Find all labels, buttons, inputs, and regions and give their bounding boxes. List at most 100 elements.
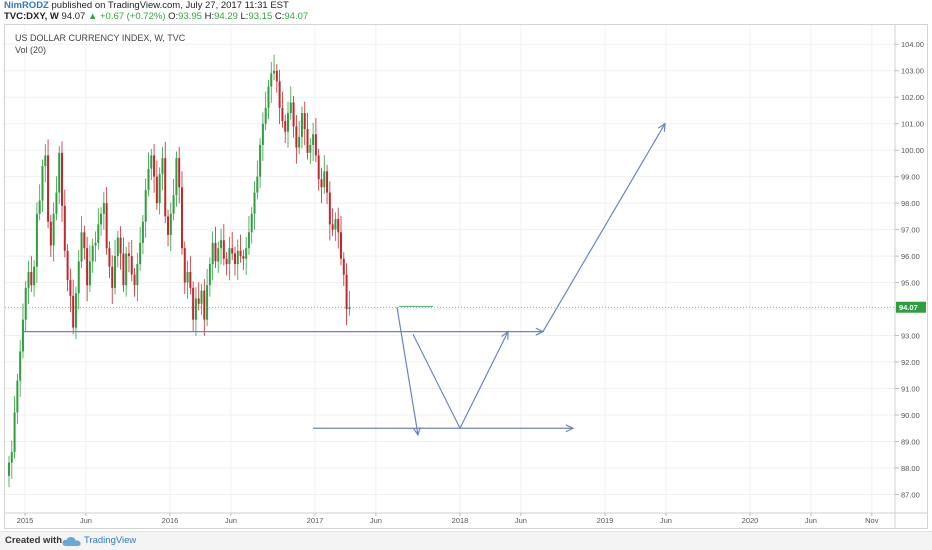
candle-body <box>298 136 301 148</box>
candle-body <box>72 295 75 328</box>
x-tick-label: 2019 <box>597 516 614 525</box>
candle-body <box>172 195 175 214</box>
candle-body <box>108 248 111 267</box>
x-tick-label: 2015 <box>17 516 34 525</box>
candle-body <box>326 171 329 193</box>
candle-body <box>116 237 119 257</box>
candle-body <box>21 319 24 352</box>
candle-body <box>169 213 172 235</box>
candle-body <box>300 113 303 137</box>
candles <box>8 54 351 488</box>
y-tick-label: 97.00 <box>901 226 920 235</box>
price-chart[interactable]: 87.0088.0089.0090.0091.0092.0093.0094.00… <box>5 25 927 528</box>
chart-frame[interactable]: 87.0088.0089.0090.0091.0092.0093.0094.00… <box>4 24 928 529</box>
x-tick-label: 2020 <box>742 516 759 525</box>
chart-title: US DOLLAR CURRENCY INDEX, W, TVC <box>15 33 186 43</box>
candle-body <box>178 158 181 188</box>
candle-body <box>289 102 292 114</box>
candle-body <box>139 242 142 265</box>
last-price: 94.07 <box>61 11 86 22</box>
x-tick-label: Jun <box>660 516 672 525</box>
candle-body <box>164 158 167 217</box>
candle-body <box>278 81 281 108</box>
y-tick-label: 88.00 <box>901 464 920 473</box>
candle-body <box>44 155 47 167</box>
x-tick-label: Jun <box>80 516 92 525</box>
y-tick-label: 93.00 <box>901 332 920 341</box>
tradingview-brand[interactable]: TradingView <box>84 535 137 546</box>
y-tick-label: 100.00 <box>901 146 924 155</box>
candle-body <box>58 152 61 193</box>
candle-body <box>236 250 239 265</box>
candle-body <box>30 272 33 286</box>
y-tick-label: 99.00 <box>901 173 920 182</box>
candle-body <box>69 279 72 296</box>
candle-body <box>328 192 331 225</box>
candle-body <box>295 126 298 148</box>
candle-body <box>303 113 306 129</box>
author-name[interactable]: NimRODZ <box>4 0 49 11</box>
candle-body <box>273 70 276 74</box>
low-label: L: <box>240 11 249 22</box>
y-axis: 87.0088.0089.0090.0091.0092.0093.0094.00… <box>894 25 924 528</box>
x-tick-label: 2018 <box>452 516 469 525</box>
target-arrow <box>542 123 666 332</box>
candle-body <box>10 452 13 463</box>
candle-body <box>208 264 211 286</box>
lower-support-line-head <box>565 424 575 433</box>
candle-body <box>309 144 312 153</box>
candle-body <box>16 380 19 413</box>
y-tick-label: 90.00 <box>901 411 920 420</box>
candle-body <box>281 107 284 122</box>
candle-body <box>52 213 55 246</box>
candle-body <box>102 203 105 214</box>
volume-indicator-label[interactable]: Vol (20) <box>15 45 47 55</box>
candle-body <box>35 213 38 267</box>
candle-body <box>133 274 136 286</box>
candle-body <box>206 285 209 320</box>
high-label: H: <box>204 11 215 22</box>
candle-body <box>147 168 150 190</box>
drop-arrow-head <box>412 427 421 437</box>
candle-body <box>192 287 195 320</box>
candle-body <box>125 253 128 286</box>
header-line-1: NimRODZ published on TradingView.com, Ju… <box>4 0 289 11</box>
candle-body <box>242 256 245 259</box>
candle-body <box>275 70 278 82</box>
x-axis: 2015 Jun 2016 Jun 2017 Jun 2018 Jun 2019 Jun 2020 J… <box>5 512 927 525</box>
x-tick-label: Jun <box>515 516 527 525</box>
candle-body <box>100 213 103 225</box>
candle-body <box>239 250 242 257</box>
tradingview-cloud-icon <box>62 536 81 546</box>
y-tick-label: 104.00 <box>901 40 924 49</box>
x-tick-label: 2017 <box>307 516 324 525</box>
change-value: +0.67 (+0.72%) <box>100 11 166 22</box>
candle-body <box>250 213 253 233</box>
grid <box>5 25 895 513</box>
candle-body <box>49 221 52 246</box>
candle-body <box>345 274 348 310</box>
candle-body <box>317 155 320 180</box>
candle-body <box>287 113 289 132</box>
candle-body <box>83 232 86 249</box>
candle-body <box>88 261 91 286</box>
candle-body <box>105 203 108 249</box>
candle-body <box>150 155 153 169</box>
candle-body <box>189 272 192 288</box>
candle-body <box>334 219 337 230</box>
candle-body <box>261 123 264 145</box>
candle-body <box>264 107 267 124</box>
candle-body <box>86 248 89 286</box>
y-tick-label: 103.00 <box>901 67 924 76</box>
change-up-icon: ▲ <box>87 11 98 22</box>
drawings[interactable] <box>23 122 666 437</box>
candle-body <box>342 258 345 275</box>
x-tick-label: Jun <box>370 516 382 525</box>
candle-body <box>74 293 77 328</box>
candle-body <box>13 412 16 453</box>
support-line-head <box>535 327 545 336</box>
candle-body <box>292 102 295 127</box>
candle-body <box>158 174 161 204</box>
candle-body <box>38 200 41 214</box>
candle-body <box>155 176 158 204</box>
